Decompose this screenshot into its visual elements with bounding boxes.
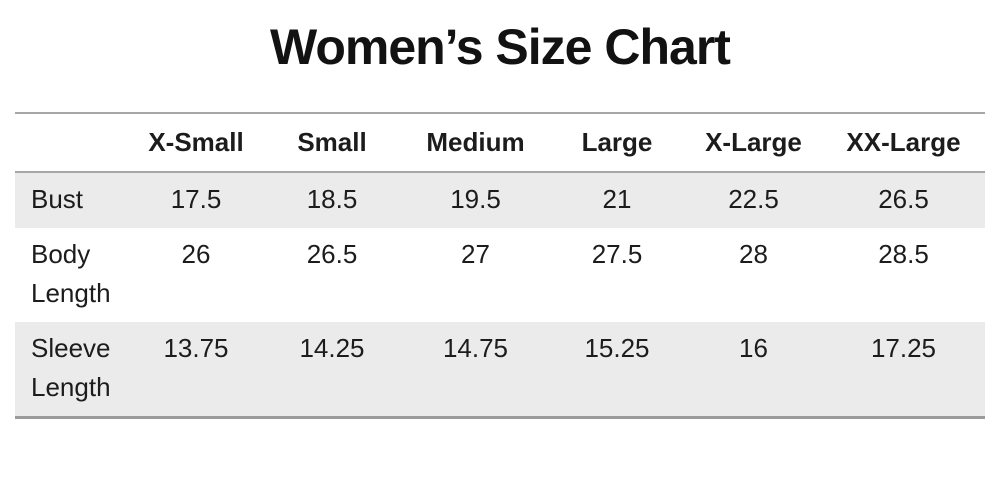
table-cell: 26.5 (878, 184, 929, 214)
table-cell: 16 (685, 322, 822, 419)
header-cell-x-small: X-Small (130, 112, 262, 173)
table-cell: 21 (602, 184, 632, 214)
table-row-bust: Bust 17.5 18.5 19.5 21 22.5 26.5 (15, 172, 985, 228)
table-cell: 27 (461, 239, 490, 269)
size-chart-page: Women’s Size Chart X-Small Small Medium … (0, 18, 1000, 483)
header-cell-x-large: X-Large (685, 112, 822, 173)
table-row-body-length: Body Length 26 26.5 27 27.5 28 28.5 (15, 228, 985, 322)
table-cell: 15.25 (549, 322, 685, 419)
row-label-body-length: Body Length (31, 239, 111, 308)
row-label-sleeve-length: Sleeve Length (15, 322, 130, 419)
header-cell-small: Small (262, 112, 402, 173)
table-cell: 17.25 (822, 322, 985, 419)
page-title: Women’s Size Chart (270, 19, 731, 75)
header-cell-xx-large: XX-Large (822, 112, 985, 173)
table-cell: 18.5 (306, 184, 358, 214)
table-cell: 26 (181, 239, 211, 269)
table-cell: 28 (739, 239, 768, 269)
table-cell: 13.75 (130, 322, 262, 419)
table-cell: 17.5 (170, 184, 222, 214)
size-table: X-Small Small Medium Large X-Large XX-La… (15, 112, 985, 419)
table-cell: 22.5 (728, 184, 779, 214)
table-cell: 28.5 (878, 239, 929, 269)
table-cell: 14.75 (402, 322, 549, 419)
header-cell-large: Large (549, 112, 685, 173)
table-cell: 14.25 (262, 322, 402, 419)
table-cell: 26.5 (306, 239, 358, 269)
table-header-row: X-Small Small Medium Large X-Large XX-La… (15, 112, 985, 173)
table-cell: 27.5 (591, 239, 643, 269)
table-row-sleeve-length: Sleeve Length 13.75 14.25 14.75 15.25 16… (15, 322, 985, 419)
row-label-bust: Bust (31, 184, 84, 214)
table-cell: 19.5 (450, 184, 501, 214)
header-cell-medium: Medium (402, 112, 549, 173)
header-cell-blank (15, 112, 130, 173)
